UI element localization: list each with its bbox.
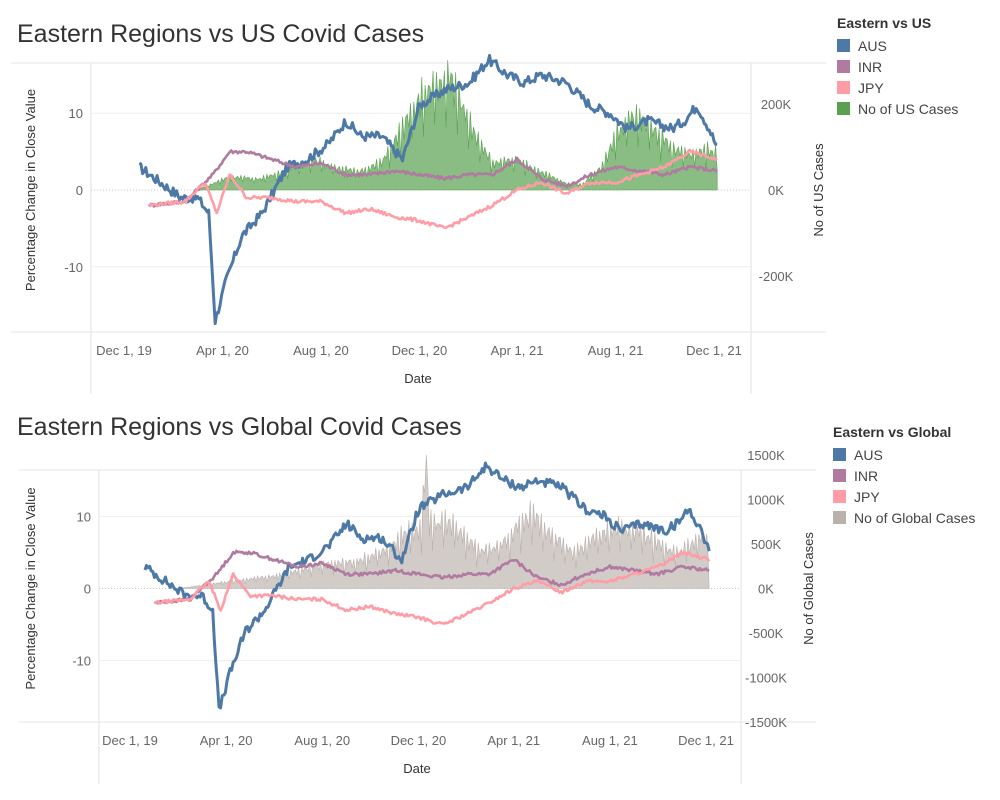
legend-title: Eastern vs Global <box>833 424 952 440</box>
legend-label: AUS <box>858 37 887 54</box>
legend-swatch <box>833 469 846 482</box>
y-tick-label: 10 <box>69 106 83 121</box>
chart-title: Eastern Regions vs US Covid Cases <box>17 20 425 48</box>
legend-label: INR <box>858 58 883 75</box>
legend-swatch <box>833 490 846 503</box>
y2-tick-label: 0K <box>758 582 774 597</box>
global-cases-chart: 10 0 -10 1500K 1000K 500K 0K -500K -1000K -1500K D… <box>19 448 816 784</box>
legend-item-global-cases[interactable]: No of Global Cases <box>833 507 975 528</box>
y2-tick-label: 1500K <box>747 448 785 463</box>
x-tick-label: Dec 1, 20 <box>392 343 448 358</box>
x-tick-label: Apr 1, 20 <box>200 733 253 748</box>
y2-tick-label: -200K <box>759 269 794 284</box>
x-tick-label: Aug 1, 21 <box>588 343 644 358</box>
x-tick-label: Apr 1, 21 <box>491 343 544 358</box>
y-axis-title: Percentage Change in Close Value <box>23 89 38 291</box>
legend: Eastern vs US AUS INR JPY No of US Cases <box>837 15 958 119</box>
y2-axis-title: No of Global Cases <box>801 532 816 645</box>
series-line-aus <box>138 53 718 326</box>
legend-label: No of US Cases <box>858 100 959 117</box>
legend-swatch <box>837 39 850 52</box>
legend-swatch <box>837 102 850 115</box>
y2-tick-label: -1500K <box>745 715 787 730</box>
legend-swatch <box>837 81 850 94</box>
y2-axis-title: No of US Cases <box>811 143 826 237</box>
series-line-inr <box>147 149 718 208</box>
legend-item-inr[interactable]: INR <box>833 465 975 486</box>
x-axis-title: Date <box>404 371 431 386</box>
series-line-jpy <box>154 550 711 625</box>
legend-item-inr[interactable]: INR <box>837 56 958 77</box>
y2-tick-label: -500K <box>749 626 784 641</box>
y-tick-label: 10 <box>77 509 91 524</box>
x-axis-title: Date <box>403 761 430 776</box>
legend-label: No of Global Cases <box>854 509 976 526</box>
case-area <box>178 454 710 589</box>
x-tick-label: Aug 1, 20 <box>294 733 350 748</box>
legend-swatch <box>837 60 850 73</box>
y-tick-label: 0 <box>84 582 91 597</box>
chart-title: Eastern Regions vs Global Covid Cases <box>17 413 462 441</box>
x-tick-label: Dec 1, 21 <box>686 343 742 358</box>
y2-tick-label: 500K <box>751 537 782 552</box>
x-tick-label: Apr 1, 21 <box>487 733 540 748</box>
legend-swatch <box>833 448 846 461</box>
series-line-aus <box>143 461 711 710</box>
x-tick-label: Dec 1, 19 <box>96 343 152 358</box>
legend-item-jpy[interactable]: JPY <box>833 486 975 507</box>
y2-tick-label: 200K <box>761 97 792 112</box>
x-tick-label: Dec 1, 19 <box>102 733 158 748</box>
legend: Eastern vs Global AUS INR JPY No of Glob… <box>833 424 975 528</box>
y2-tick-label: -1000K <box>745 671 787 686</box>
legend-title: Eastern vs US <box>837 15 932 31</box>
y-tick-label: -10 <box>64 260 83 275</box>
us-cases-chart: 10 0 -10 200K 0K -200K Dec 1, 19 Apr 1, 20 Aug 1… <box>11 53 826 394</box>
legend-label: INR <box>854 467 879 484</box>
y-axis-title: Percentage Change in Close Value <box>23 487 38 689</box>
x-tick-label: Dec 1, 21 <box>678 733 734 748</box>
legend-item-jpy[interactable]: JPY <box>837 77 958 98</box>
legend-label: AUS <box>854 446 883 463</box>
series-line-jpy <box>148 148 718 230</box>
legend-swatch <box>833 511 846 524</box>
legend-item-us-cases[interactable]: No of US Cases <box>837 98 958 119</box>
x-tick-label: Apr 1, 20 <box>196 343 249 358</box>
y2-tick-label: 0K <box>768 183 784 198</box>
y-tick-label: -10 <box>72 654 91 669</box>
legend-item-aus[interactable]: AUS <box>833 444 975 465</box>
legend-item-aus[interactable]: AUS <box>837 35 958 56</box>
series-line-inr <box>153 549 710 605</box>
legend-label: JPY <box>858 79 884 96</box>
legend-label: JPY <box>854 488 880 505</box>
y-tick-label: 0 <box>76 183 83 198</box>
x-tick-label: Aug 1, 21 <box>582 733 638 748</box>
x-tick-label: Aug 1, 20 <box>293 343 349 358</box>
x-tick-label: Dec 1, 20 <box>391 733 447 748</box>
y2-tick-label: 1000K <box>747 493 785 508</box>
